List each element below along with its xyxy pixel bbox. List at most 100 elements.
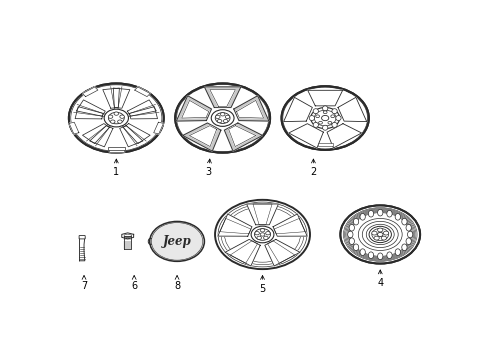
Ellipse shape xyxy=(332,122,337,127)
Polygon shape xyxy=(127,100,156,116)
Ellipse shape xyxy=(175,84,270,153)
Text: 2: 2 xyxy=(310,159,317,177)
Ellipse shape xyxy=(220,113,225,116)
Ellipse shape xyxy=(322,106,328,111)
Polygon shape xyxy=(154,122,164,134)
Ellipse shape xyxy=(369,226,392,243)
Ellipse shape xyxy=(313,109,318,114)
Ellipse shape xyxy=(215,200,310,269)
Ellipse shape xyxy=(211,110,234,126)
Polygon shape xyxy=(284,97,312,122)
Ellipse shape xyxy=(348,231,353,238)
Text: 4: 4 xyxy=(377,270,383,288)
Ellipse shape xyxy=(118,120,122,123)
Text: 1: 1 xyxy=(113,159,120,177)
Polygon shape xyxy=(218,214,252,236)
Ellipse shape xyxy=(150,221,204,261)
Polygon shape xyxy=(237,100,264,118)
Polygon shape xyxy=(135,87,150,96)
Ellipse shape xyxy=(120,115,124,118)
Ellipse shape xyxy=(360,213,366,220)
Bar xyxy=(318,143,333,146)
Ellipse shape xyxy=(372,231,377,235)
Polygon shape xyxy=(129,107,157,119)
Ellipse shape xyxy=(353,244,359,251)
Polygon shape xyxy=(183,123,221,151)
Ellipse shape xyxy=(372,228,389,240)
Polygon shape xyxy=(308,90,343,106)
Polygon shape xyxy=(123,123,150,144)
Ellipse shape xyxy=(216,115,220,118)
Polygon shape xyxy=(75,107,103,119)
Ellipse shape xyxy=(349,238,354,244)
Ellipse shape xyxy=(257,236,262,239)
Polygon shape xyxy=(234,96,269,121)
Ellipse shape xyxy=(408,231,413,238)
Polygon shape xyxy=(103,88,120,108)
Ellipse shape xyxy=(331,115,335,118)
Polygon shape xyxy=(225,239,260,266)
Ellipse shape xyxy=(332,109,337,114)
Polygon shape xyxy=(113,88,130,108)
Text: 6: 6 xyxy=(131,275,137,291)
Ellipse shape xyxy=(260,229,265,232)
Polygon shape xyxy=(327,124,362,148)
Ellipse shape xyxy=(225,115,230,118)
Ellipse shape xyxy=(402,244,407,251)
Polygon shape xyxy=(82,123,109,144)
Polygon shape xyxy=(265,239,300,266)
Bar xyxy=(108,147,124,150)
Polygon shape xyxy=(289,124,323,148)
Ellipse shape xyxy=(104,109,128,127)
Ellipse shape xyxy=(264,236,268,239)
Ellipse shape xyxy=(378,209,383,216)
Ellipse shape xyxy=(218,120,222,123)
Ellipse shape xyxy=(406,224,411,231)
Ellipse shape xyxy=(215,113,230,123)
Polygon shape xyxy=(190,126,217,147)
Ellipse shape xyxy=(395,249,400,256)
Polygon shape xyxy=(109,149,124,152)
FancyBboxPatch shape xyxy=(79,235,85,239)
Polygon shape xyxy=(273,214,307,236)
Polygon shape xyxy=(69,122,79,134)
Ellipse shape xyxy=(336,116,341,121)
Polygon shape xyxy=(224,123,263,151)
Ellipse shape xyxy=(360,249,366,256)
Ellipse shape xyxy=(395,213,400,220)
Ellipse shape xyxy=(378,253,383,260)
Polygon shape xyxy=(76,100,105,116)
Ellipse shape xyxy=(381,236,387,240)
Polygon shape xyxy=(124,236,131,249)
Ellipse shape xyxy=(316,115,319,118)
Ellipse shape xyxy=(378,228,383,232)
Ellipse shape xyxy=(315,110,336,126)
Ellipse shape xyxy=(309,116,315,121)
Ellipse shape xyxy=(374,236,379,240)
Polygon shape xyxy=(82,87,98,96)
Ellipse shape xyxy=(402,218,407,225)
Ellipse shape xyxy=(328,121,332,124)
Ellipse shape xyxy=(251,226,274,243)
Ellipse shape xyxy=(321,116,329,121)
Text: 8: 8 xyxy=(174,275,180,291)
Ellipse shape xyxy=(255,231,259,235)
Polygon shape xyxy=(246,204,278,225)
Polygon shape xyxy=(229,126,256,147)
Ellipse shape xyxy=(353,218,359,225)
Text: 5: 5 xyxy=(259,275,266,293)
Polygon shape xyxy=(176,96,212,121)
Polygon shape xyxy=(90,126,113,147)
Ellipse shape xyxy=(323,111,327,114)
Ellipse shape xyxy=(281,86,369,150)
Ellipse shape xyxy=(313,122,318,127)
Ellipse shape xyxy=(406,238,411,244)
Ellipse shape xyxy=(266,231,270,235)
Ellipse shape xyxy=(108,115,113,118)
Ellipse shape xyxy=(377,233,383,237)
Ellipse shape xyxy=(254,229,270,240)
Ellipse shape xyxy=(114,112,119,115)
Ellipse shape xyxy=(110,120,115,123)
Ellipse shape xyxy=(318,121,322,124)
Ellipse shape xyxy=(311,108,340,129)
